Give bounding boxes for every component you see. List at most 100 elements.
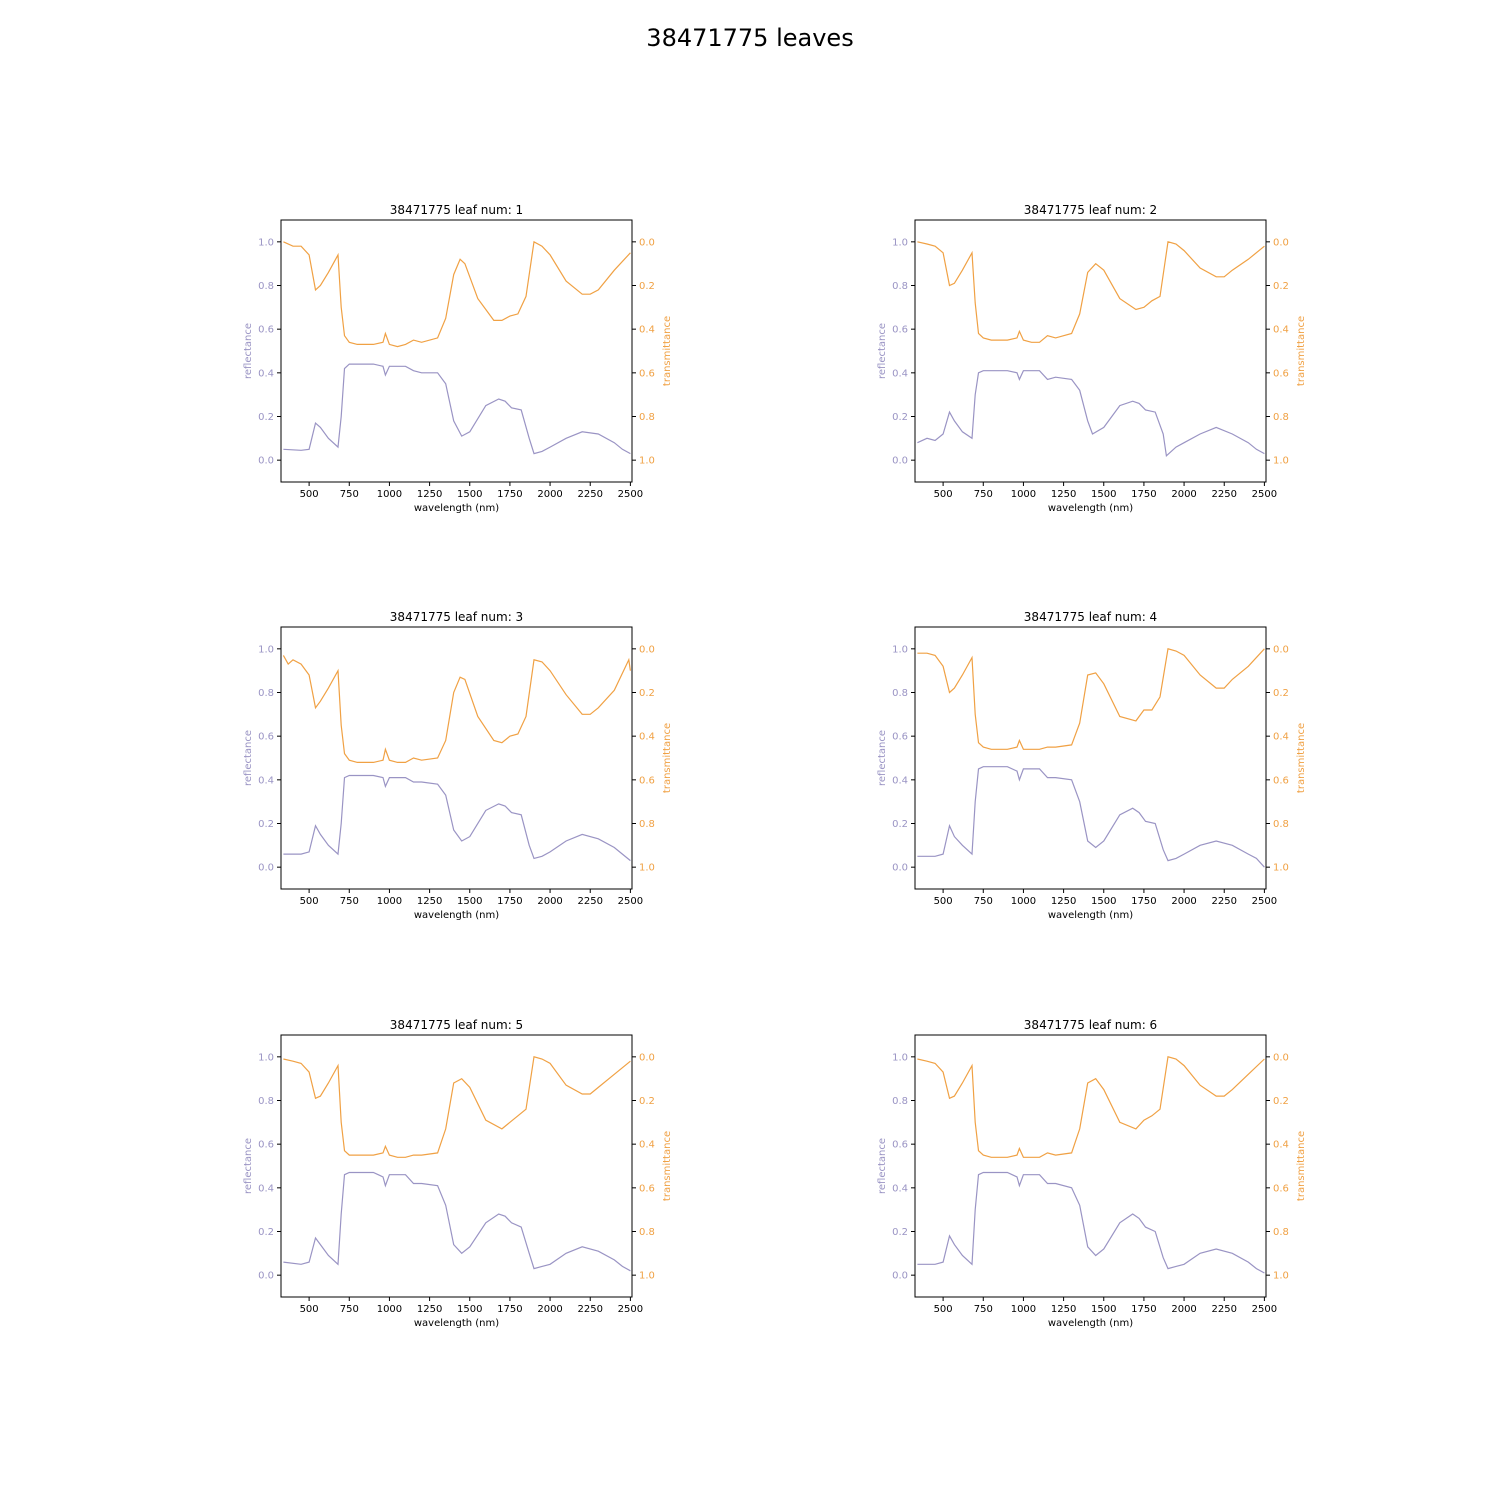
y-tick-label: 0.2: [892, 412, 908, 423]
y-tick-label: 0.8: [892, 688, 908, 699]
y2-tick-label: 0.4: [1273, 1140, 1289, 1151]
x-tick-label: 1250: [417, 1304, 442, 1315]
y2-tick-label: 0.0: [1273, 1052, 1289, 1063]
y2-axis-label: transmittance: [662, 1131, 673, 1201]
y-tick-label: 0.8: [258, 688, 274, 699]
y-tick-label: 0.2: [258, 1227, 274, 1238]
chart-panel-1: 500 750 1000 1250 1500 1750 2000 2250 2500 0.0 0.2…: [243, 203, 673, 514]
y-tick-label: 0.6: [892, 325, 908, 336]
x-tick-label: 1250: [417, 896, 442, 907]
x-tick-label: 750: [340, 1304, 359, 1315]
y-tick-label: 0.2: [892, 819, 908, 830]
y2-tick-label: 0.4: [1273, 325, 1289, 336]
y2-tick-label: 0.0: [639, 237, 655, 248]
x-axis-label: wavelength (nm): [414, 503, 499, 514]
y-tick-label: 0.2: [258, 412, 274, 423]
y-tick-label: 0.4: [258, 775, 274, 786]
y-tick-label: 0.0: [892, 456, 908, 467]
y-tick-label: 0.0: [258, 863, 274, 874]
y-tick-label: 0.4: [258, 1183, 274, 1194]
x-tick-label: 2250: [578, 489, 603, 500]
x-tick-label: 1250: [1051, 1304, 1076, 1315]
y2-tick-label: 0.6: [1273, 775, 1289, 786]
transmittance-line: [917, 241, 1265, 343]
reflectance-line: [283, 363, 631, 455]
y2-tick-label: 1.0: [639, 1271, 655, 1282]
y-tick-label: 0.6: [258, 1140, 274, 1151]
reflectance-line: [283, 1171, 631, 1272]
y-tick-label: 0.4: [258, 368, 274, 379]
y2-tick-label: 0.2: [639, 1096, 655, 1107]
y2-tick-label: 0.8: [639, 1227, 655, 1238]
x-tick-label: 1750: [497, 1304, 522, 1315]
y-tick-label: 0.6: [258, 325, 274, 336]
x-tick-label: 1000: [377, 896, 402, 907]
x-tick-label: 2250: [578, 896, 603, 907]
y2-tick-label: 0.4: [1273, 732, 1289, 743]
y2-tick-label: 0.8: [1273, 412, 1289, 423]
y2-tick-label: 0.6: [639, 1183, 655, 1194]
y2-tick-label: 0.4: [639, 325, 655, 336]
x-tick-label: 2000: [537, 896, 562, 907]
x-tick-label: 750: [974, 1304, 993, 1315]
x-tick-label: 500: [934, 1304, 953, 1315]
y2-tick-label: 0.2: [1273, 1096, 1289, 1107]
y-tick-label: 0.8: [892, 1096, 908, 1107]
chart-panel-4: 500 750 1000 1250 1500 1750 2000 2250 2500 0.0 0.2…: [877, 610, 1307, 921]
y-tick-label: 1.0: [258, 644, 274, 655]
x-tick-label: 1750: [497, 896, 522, 907]
x-tick-label: 1750: [1131, 1304, 1156, 1315]
x-tick-label: 2500: [1252, 1304, 1277, 1315]
y-axis-label: reflectance: [243, 323, 254, 379]
x-tick-label: 1500: [1091, 489, 1116, 500]
y2-tick-label: 0.8: [1273, 1227, 1289, 1238]
x-tick-label: 2000: [537, 1304, 562, 1315]
transmittance-line: [917, 648, 1265, 750]
x-tick-label: 2250: [1212, 896, 1237, 907]
plot-frame: [914, 626, 1267, 890]
y-axis-label: reflectance: [243, 1138, 254, 1194]
x-tick-label: 1000: [1011, 1304, 1036, 1315]
reflectance-line: [917, 1171, 1265, 1274]
x-tick-label: 1000: [1011, 896, 1036, 907]
plot-frame: [914, 1034, 1267, 1298]
reflectance-line: [917, 370, 1265, 457]
y2-tick-label: 1.0: [639, 456, 655, 467]
x-tick-label: 1000: [377, 1304, 402, 1315]
y2-tick-label: 0.2: [1273, 688, 1289, 699]
y2-tick-label: 0.6: [1273, 1183, 1289, 1194]
chart-title: 38471775 leaf num: 2: [1024, 203, 1157, 217]
y-tick-label: 0.0: [892, 1271, 908, 1282]
x-tick-label: 1500: [1091, 896, 1116, 907]
transmittance-line: [282, 655, 631, 764]
x-tick-label: 1000: [377, 489, 402, 500]
y2-tick-label: 0.2: [639, 281, 655, 292]
y2-tick-label: 0.8: [639, 819, 655, 830]
y-tick-label: 0.8: [892, 281, 908, 292]
y2-tick-label: 0.8: [639, 412, 655, 423]
chart-panel-5: 500 750 1000 1250 1500 1750 2000 2250 2500 0.0 0.2…: [243, 1018, 673, 1329]
y2-tick-label: 0.4: [639, 1140, 655, 1151]
x-tick-label: 750: [974, 896, 993, 907]
y-tick-label: 0.0: [258, 1271, 274, 1282]
y-tick-label: 0.6: [258, 732, 274, 743]
x-tick-label: 2250: [1212, 1304, 1237, 1315]
x-tick-label: 1500: [1091, 1304, 1116, 1315]
x-tick-label: 750: [340, 489, 359, 500]
plot-frame: [280, 219, 633, 483]
x-axis-label: wavelength (nm): [1048, 1318, 1133, 1329]
reflectance-line: [283, 774, 631, 862]
y2-axis-label: transmittance: [1296, 1131, 1307, 1201]
x-tick-label: 2250: [1212, 489, 1237, 500]
x-tick-label: 1500: [457, 1304, 482, 1315]
y-tick-label: 0.4: [892, 775, 908, 786]
plot-frame: [914, 219, 1267, 483]
x-tick-label: 1750: [1131, 896, 1156, 907]
x-tick-label: 1250: [417, 489, 442, 500]
x-axis-label: wavelength (nm): [1048, 503, 1133, 514]
chart-panel-2: 500 750 1000 1250 1500 1750 2000 2250 2500 0.0 0.2…: [877, 203, 1307, 514]
x-tick-label: 750: [974, 489, 993, 500]
x-tick-label: 2250: [578, 1304, 603, 1315]
reflectance-line: [917, 766, 1265, 868]
